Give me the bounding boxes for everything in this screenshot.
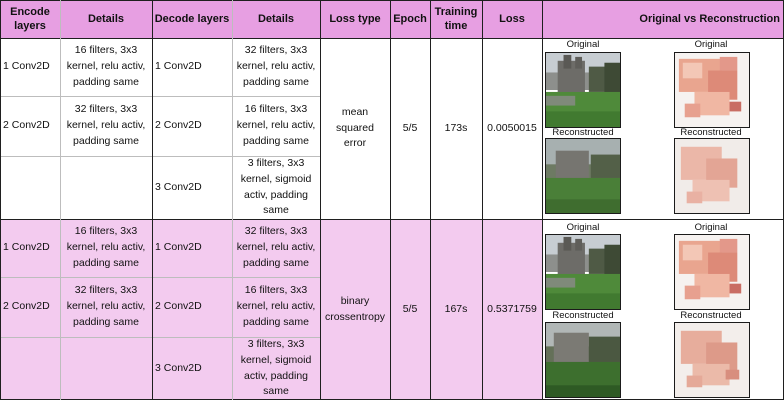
layer-number: 3 bbox=[155, 180, 161, 193]
layer-number: 3 bbox=[155, 361, 161, 374]
layer-type: Conv2D bbox=[163, 361, 202, 374]
header-training-time: Training time bbox=[430, 0, 482, 38]
loss-value: 0.5371759 bbox=[487, 302, 537, 315]
encode-details: 16 filters, 3x3 kernel, relu activ, padd… bbox=[66, 44, 146, 88]
original-image-castle bbox=[545, 234, 621, 310]
layer-number: 2 bbox=[155, 300, 161, 313]
grid-line bbox=[0, 38, 784, 39]
encode-details: 16 filters, 3x3 kernel, relu activ, padd… bbox=[66, 225, 146, 269]
col-divider bbox=[232, 0, 233, 400]
grid-line bbox=[430, 0, 431, 400]
grid-line bbox=[320, 0, 321, 400]
reconstructed-image-castle bbox=[545, 138, 621, 214]
header-original-vs-reconstruction: Original vs Reconstruction bbox=[542, 0, 784, 38]
header-epoch: Epoch bbox=[390, 0, 430, 38]
caption-original: Original bbox=[566, 39, 600, 50]
encode-details: 32 filters, 3x3 kernel, relu activ, padd… bbox=[66, 103, 146, 147]
encode-layer-cell: 2 Conv2D bbox=[0, 277, 60, 337]
layer-number: 1 bbox=[155, 60, 161, 73]
grid-line bbox=[542, 0, 543, 400]
header-loss: Loss bbox=[482, 0, 542, 38]
header-encode-details: Details bbox=[60, 0, 152, 38]
decode-layer-cell: 3 Conv2D bbox=[152, 156, 232, 219]
caption-original: Original bbox=[566, 222, 600, 233]
decode-layer-cell: 1 Conv2D bbox=[152, 219, 232, 277]
layer-number: 1 bbox=[155, 241, 161, 254]
grid-line bbox=[0, 0, 784, 1]
reconstructed-image-portrait bbox=[674, 322, 750, 398]
original-image-castle bbox=[545, 52, 621, 128]
layer-type: Conv2D bbox=[11, 119, 50, 132]
encode-layer-cell: 1 Conv2D bbox=[0, 219, 60, 277]
decode-layer-cell: 2 Conv2D bbox=[152, 277, 232, 337]
caption-reconstructed: Reconstructed bbox=[680, 310, 742, 321]
row-divider bbox=[0, 337, 320, 338]
header-decode-layers: Decode layers bbox=[152, 0, 232, 38]
decode-layer-cell: 2 Conv2D bbox=[152, 96, 232, 156]
encode-layer-cell: 1 Conv2D bbox=[0, 38, 60, 96]
loss-type-value: binary crossentropy bbox=[324, 294, 386, 323]
layer-type: Conv2D bbox=[163, 300, 202, 313]
training-time-value: 173s bbox=[444, 121, 468, 134]
layer-type: Conv2D bbox=[11, 241, 50, 254]
encode-details: 32 filters, 3x3 kernel, relu activ, padd… bbox=[66, 284, 146, 328]
layer-number: 2 bbox=[3, 300, 9, 313]
caption-reconstructed: Reconstructed bbox=[552, 310, 614, 321]
header-loss-type: Loss type bbox=[320, 0, 390, 38]
layer-type: Conv2D bbox=[163, 60, 202, 73]
loss-value: 0.0050015 bbox=[487, 121, 537, 134]
caption-reconstructed: Reconstructed bbox=[552, 127, 614, 138]
decode-details: 32 filters, 3x3 kernel, relu activ, padd… bbox=[236, 44, 316, 88]
layer-type: Conv2D bbox=[163, 241, 202, 254]
grid-line bbox=[390, 0, 391, 400]
grid-line bbox=[0, 0, 1, 400]
original-image-portrait bbox=[674, 234, 750, 310]
original-image-portrait bbox=[674, 52, 750, 128]
layer-number: 1 bbox=[3, 60, 9, 73]
grid-line bbox=[0, 219, 784, 220]
decode-details: 3 filters, 3x3 kernel, sigmoid activ, pa… bbox=[240, 338, 312, 398]
caption-original: Original bbox=[694, 222, 728, 233]
layer-type: Conv2D bbox=[11, 60, 50, 73]
layer-number: 2 bbox=[3, 119, 9, 132]
col-divider bbox=[60, 0, 61, 400]
decode-layer-cell: 1 Conv2D bbox=[152, 38, 232, 96]
caption-original: Original bbox=[694, 39, 728, 50]
layer-number: 1 bbox=[3, 241, 9, 254]
decode-details: 3 filters, 3x3 kernel, sigmoid activ, pa… bbox=[240, 157, 312, 217]
reconstructed-image-portrait bbox=[674, 138, 750, 214]
epoch-value: 5/5 bbox=[402, 302, 418, 315]
grid-line bbox=[482, 0, 483, 400]
layer-type: Conv2D bbox=[11, 300, 50, 313]
layer-type: Conv2D bbox=[163, 119, 202, 132]
header-encode-layers: Encode layers bbox=[0, 0, 60, 38]
row-divider bbox=[0, 277, 320, 278]
header-decode-details: Details bbox=[232, 0, 320, 38]
layer-type: Conv2D bbox=[163, 180, 202, 193]
encode-layer-cell: 2 Conv2D bbox=[0, 96, 60, 156]
experiment-2-bg bbox=[0, 219, 542, 400]
epoch-value: 5/5 bbox=[402, 121, 418, 134]
loss-type-value: mean squared error bbox=[336, 105, 374, 150]
reconstructed-image-castle bbox=[545, 322, 621, 398]
row-divider bbox=[0, 96, 320, 97]
row-divider bbox=[0, 156, 320, 157]
training-time-value: 167s bbox=[444, 302, 468, 315]
caption-reconstructed: Reconstructed bbox=[680, 127, 742, 138]
experiment-1-bg bbox=[0, 38, 542, 219]
decode-layer-cell: 3 Conv2D bbox=[152, 337, 232, 400]
decode-details: 16 filters, 3x3 kernel, relu activ, padd… bbox=[236, 103, 316, 147]
decode-details: 32 filters, 3x3 kernel, relu activ, padd… bbox=[236, 225, 316, 269]
layer-number: 2 bbox=[155, 119, 161, 132]
grid-line bbox=[152, 0, 153, 400]
decode-details: 16 filters, 3x3 kernel, relu activ, padd… bbox=[236, 284, 316, 328]
